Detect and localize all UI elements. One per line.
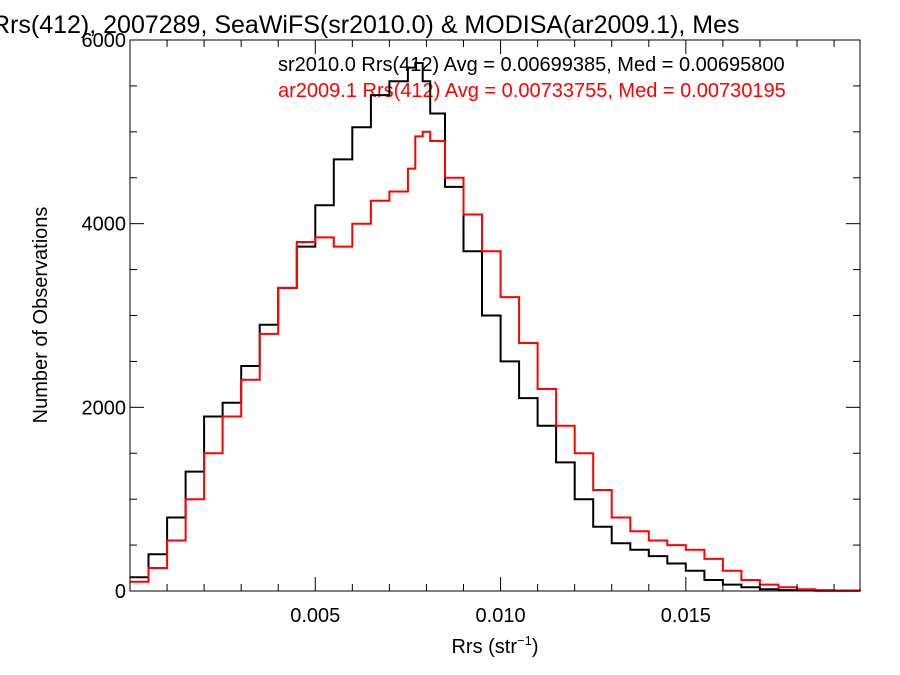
series-line-1 xyxy=(130,130,861,592)
ticks-layer: 0.005 0.010 0.015 0 2000 4000 6000 xyxy=(82,30,860,627)
x-tick-label: 0.010 xyxy=(476,605,526,627)
x-axis-title: Rrs (str−1) xyxy=(451,633,538,658)
series-layer xyxy=(130,62,861,592)
y-tick-label: 6000 xyxy=(82,30,127,52)
x-axis-title-superscript: −1 xyxy=(517,633,532,648)
x-axis-title-close: ) xyxy=(532,636,539,658)
series-line-0 xyxy=(130,62,861,592)
legend-entry-ar2009: ar2009.1 Rrs(412) Avg = 0.00733755, Med … xyxy=(278,80,786,102)
x-axis-title-main: Rrs (str xyxy=(451,636,517,658)
x-tick-label: 0.005 xyxy=(290,605,340,627)
x-tick-label: 0.015 xyxy=(661,605,711,627)
y-tick-label: 0 xyxy=(115,581,126,603)
y-axis-title: Number of Observations xyxy=(30,207,52,424)
chart-title: Rrs(412), 2007289, SeaWiFS(sr2010.0) & M… xyxy=(0,11,740,39)
y-tick-label: 4000 xyxy=(82,214,127,236)
y-tick-label: 2000 xyxy=(82,397,127,419)
legend-entry-sr2010: sr2010.0 Rrs(412) Avg = 0.00699385, Med … xyxy=(278,54,785,76)
